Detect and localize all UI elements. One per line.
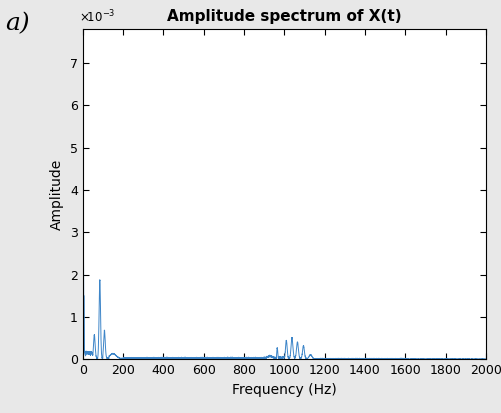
Text: $\times\!10^{-3}$: $\times\!10^{-3}$ [79,9,115,26]
Y-axis label: Amplitude: Amplitude [50,159,64,230]
X-axis label: Frequency (Hz): Frequency (Hz) [232,383,337,397]
Title: Amplitude spectrum of X(t): Amplitude spectrum of X(t) [167,9,402,24]
Text: a): a) [5,12,30,36]
